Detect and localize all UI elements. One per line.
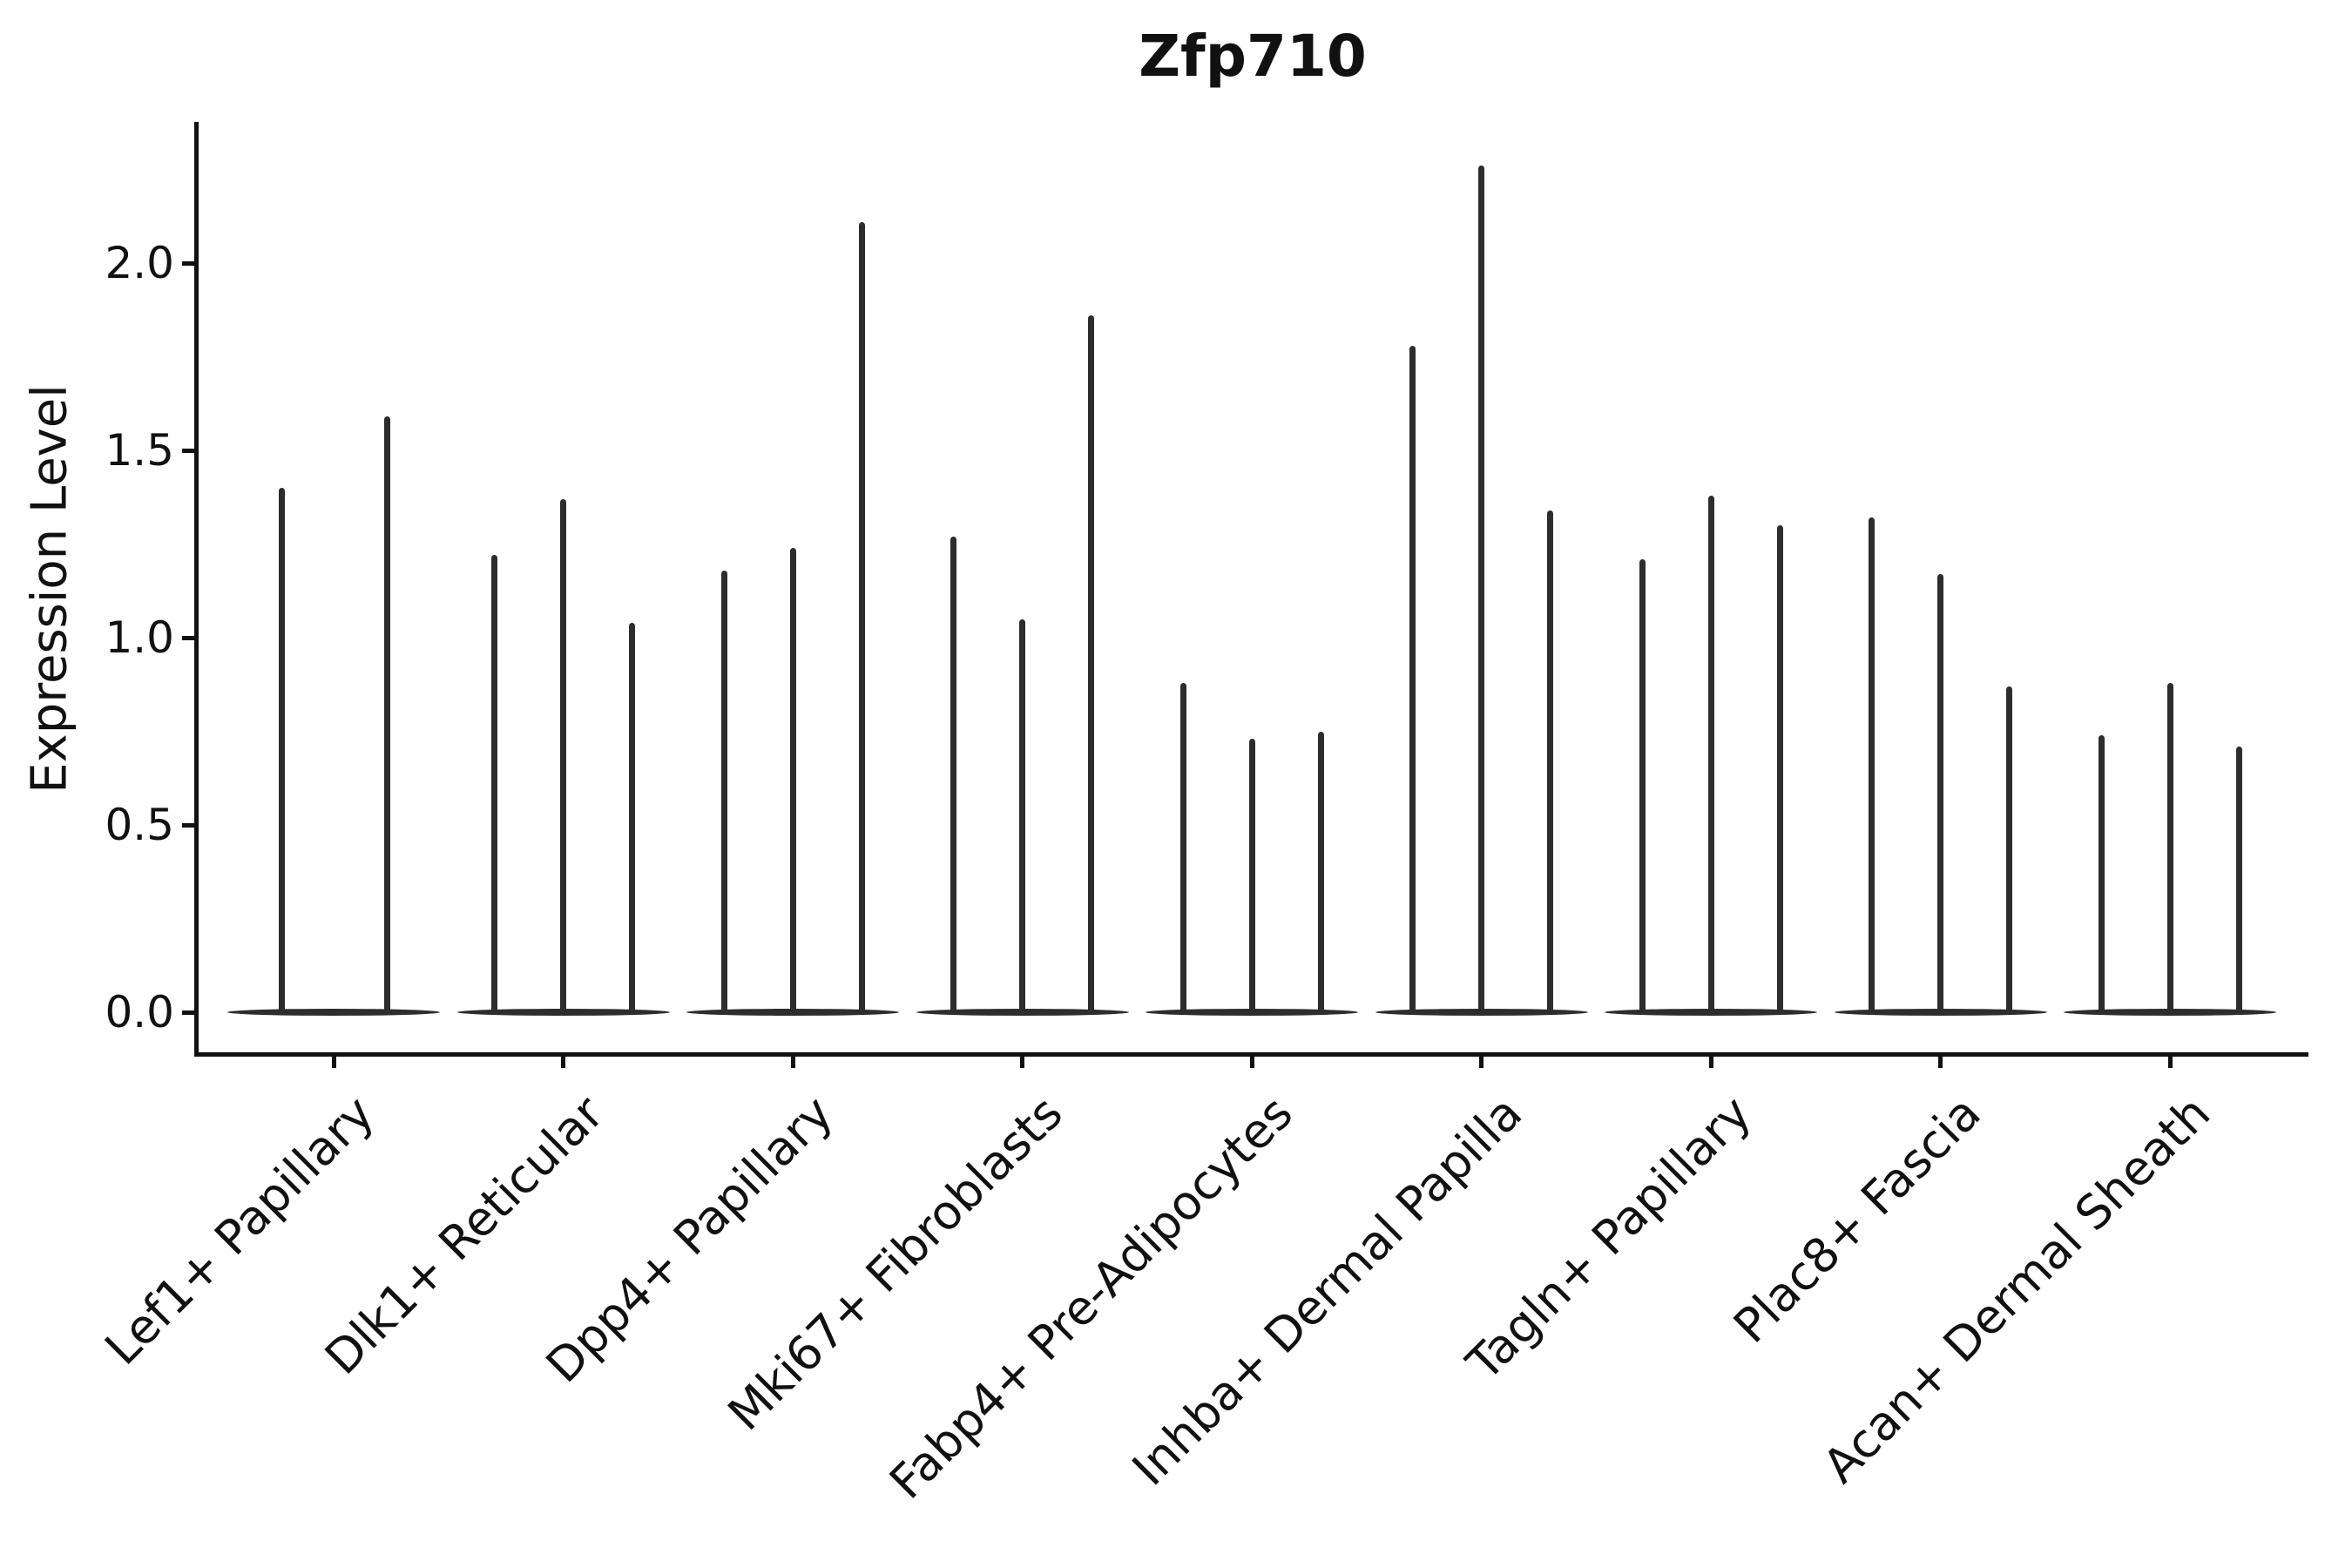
violin-spike <box>950 536 956 1015</box>
violin-spike <box>2235 746 2242 1015</box>
violin-spike <box>720 570 727 1015</box>
x-tick-mark <box>790 1055 795 1068</box>
violin-spike <box>1707 495 1714 1015</box>
violin-spike <box>1088 315 1094 1015</box>
y-axis-spine <box>194 122 199 1057</box>
x-tick-mark <box>1938 1055 1943 1068</box>
violin-spike <box>560 498 566 1015</box>
y-tick-mark <box>182 635 194 640</box>
violin-spike <box>858 221 865 1015</box>
y-tick-mark <box>182 260 194 266</box>
y-tick-mark <box>182 1010 194 1015</box>
violin-spike <box>2006 686 2012 1015</box>
violin-spike <box>1776 525 1783 1015</box>
y-tick-label: 0.5 <box>105 800 174 850</box>
violin-spike <box>1639 558 1646 1015</box>
violin-spike <box>2098 734 2105 1015</box>
x-tick-mark <box>2167 1055 2173 1068</box>
violin-spike <box>1248 739 1255 1015</box>
y-tick-label: 1.0 <box>105 612 174 663</box>
y-tick-label: 1.5 <box>105 425 174 476</box>
violin-base <box>227 1009 440 1016</box>
violin-spike <box>629 622 635 1015</box>
violin-spike <box>1937 573 1943 1015</box>
violin-spike <box>1869 517 1875 1015</box>
violin-spike <box>491 555 497 1015</box>
x-tick-label: Plac8+ Fascia <box>1723 1085 1992 1354</box>
violin-spike <box>1409 345 1416 1015</box>
y-tick-label: 2.0 <box>105 238 174 288</box>
x-tick-mark <box>1020 1055 1024 1068</box>
x-tick-mark <box>561 1055 565 1068</box>
violin-spike <box>1478 166 1484 1015</box>
violin-spike <box>278 488 285 1015</box>
violin-spike <box>2166 682 2173 1015</box>
x-tick-label: Fabp4+ Pre-Adipocytes <box>878 1085 1303 1510</box>
x-axis-spine <box>194 1052 2308 1057</box>
x-tick-mark <box>331 1055 336 1068</box>
y-tick-mark <box>182 448 194 453</box>
violin-spike <box>1317 731 1324 1015</box>
x-tick-mark <box>1479 1055 1484 1068</box>
y-tick-label: 0.0 <box>105 987 174 1037</box>
y-tick-mark <box>182 822 194 828</box>
x-tick-label: Inhba+ Dermal Papilla <box>1121 1085 1533 1497</box>
x-tick-mark <box>1249 1055 1254 1068</box>
violin-spike <box>1019 618 1025 1015</box>
chart-title: Zfp710 <box>1139 23 1367 90</box>
violin-spike <box>383 416 390 1015</box>
violin-spike <box>1547 510 1553 1015</box>
x-tick-label: Acan+ Dermal Sheath <box>1813 1085 2221 1494</box>
x-tick-mark <box>1708 1055 1713 1068</box>
violin-spike <box>789 547 796 1015</box>
violin-spike <box>1179 682 1186 1015</box>
